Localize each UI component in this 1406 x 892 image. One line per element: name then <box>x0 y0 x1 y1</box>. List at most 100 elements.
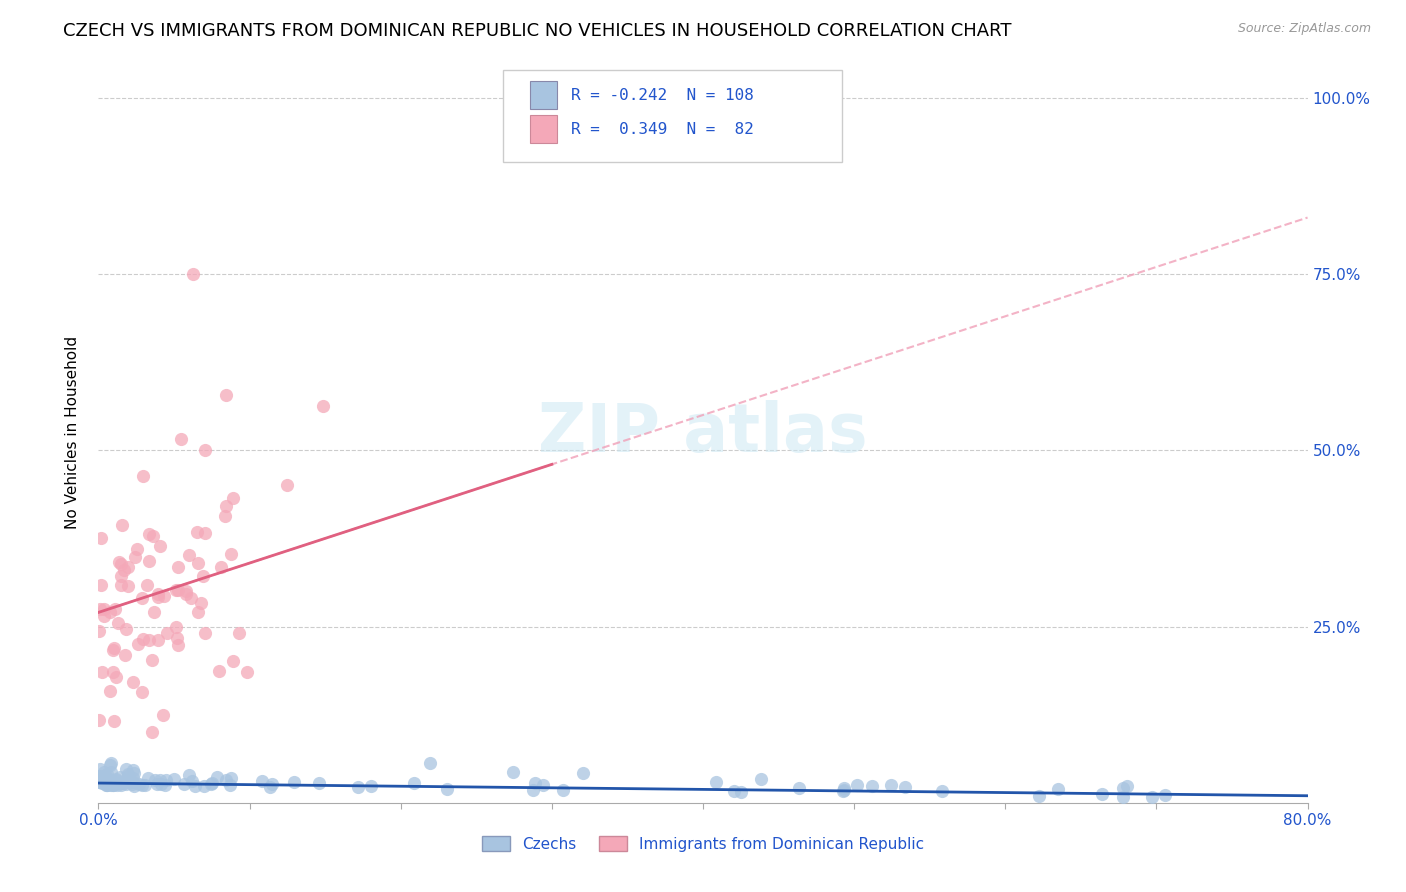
Text: CZECH VS IMMIGRANTS FROM DOMINICAN REPUBLIC NO VEHICLES IN HOUSEHOLD CORRELATION: CZECH VS IMMIGRANTS FROM DOMINICAN REPUB… <box>63 22 1012 40</box>
Point <box>502 765 524 780</box>
Point <box>110 558 132 572</box>
Point <box>149 539 172 553</box>
Point <box>98 776 121 790</box>
Y-axis label: No Vehicles in Household: No Vehicles in Household <box>65 336 80 529</box>
Point <box>1142 789 1164 804</box>
Point <box>221 547 243 561</box>
Point <box>146 633 169 648</box>
Text: ZIP atlas: ZIP atlas <box>538 400 868 466</box>
Point <box>128 777 150 791</box>
Point <box>110 578 132 592</box>
Point <box>138 633 160 648</box>
Point <box>1115 779 1137 793</box>
Point <box>832 784 855 798</box>
Point <box>283 774 305 789</box>
Point <box>101 775 124 789</box>
FancyBboxPatch shape <box>503 70 842 162</box>
Point <box>134 778 156 792</box>
Point <box>117 769 139 783</box>
Point <box>136 578 159 592</box>
Point <box>145 777 167 791</box>
Point <box>93 601 115 615</box>
Point <box>163 772 186 786</box>
Point <box>533 778 555 792</box>
Point <box>165 620 187 634</box>
Point <box>94 778 117 792</box>
Point <box>104 772 127 786</box>
Point <box>402 775 425 789</box>
Point <box>89 713 111 727</box>
Point <box>103 640 125 655</box>
Point <box>174 583 197 598</box>
Point <box>723 784 745 798</box>
Point <box>121 777 143 791</box>
Point <box>89 775 111 789</box>
Point <box>114 648 136 662</box>
Point <box>136 771 159 785</box>
Point <box>146 587 169 601</box>
Point <box>122 771 145 785</box>
Point <box>194 626 217 640</box>
Point <box>87 624 110 639</box>
Point <box>96 767 118 781</box>
Point <box>419 756 441 770</box>
Point <box>141 725 163 739</box>
Point <box>880 778 903 792</box>
Point <box>117 559 139 574</box>
Point <box>89 769 111 783</box>
Point <box>117 767 139 781</box>
Point <box>100 778 122 792</box>
Point <box>121 763 143 777</box>
Point <box>149 777 172 791</box>
Point <box>522 783 544 797</box>
Point <box>89 762 111 776</box>
Point <box>122 675 145 690</box>
Point <box>832 780 855 795</box>
Point <box>131 632 153 646</box>
Point <box>155 772 177 787</box>
Point <box>89 775 111 789</box>
Point <box>143 772 166 787</box>
Point <box>96 778 118 792</box>
Point <box>190 596 212 610</box>
Point <box>215 500 238 514</box>
Point <box>193 569 215 583</box>
Point <box>100 757 122 772</box>
Text: R = -0.242  N = 108: R = -0.242 N = 108 <box>571 87 754 103</box>
Point <box>111 518 134 533</box>
Point <box>100 756 122 771</box>
Point <box>751 772 773 786</box>
Point <box>114 622 136 636</box>
Point <box>91 772 114 787</box>
Point <box>187 605 209 619</box>
Point <box>131 685 153 699</box>
Point <box>101 665 124 680</box>
Legend: Czechs, Immigrants from Dominican Republic: Czechs, Immigrants from Dominican Republ… <box>477 830 929 858</box>
Point <box>100 765 122 780</box>
Point <box>180 591 202 606</box>
Point <box>107 615 129 630</box>
Point <box>124 550 146 565</box>
Point <box>170 432 193 446</box>
Point <box>860 780 883 794</box>
Point <box>1154 788 1177 802</box>
Point <box>181 267 204 281</box>
Point <box>138 527 160 541</box>
Point <box>112 776 135 790</box>
Point <box>103 778 125 792</box>
Point <box>187 556 209 570</box>
Point <box>236 665 259 680</box>
Point <box>180 774 202 789</box>
Point <box>94 774 117 789</box>
Point <box>215 388 238 402</box>
Point <box>101 774 124 789</box>
Point <box>222 654 245 668</box>
Point <box>94 774 117 789</box>
Point <box>704 774 727 789</box>
Point <box>200 776 222 790</box>
Point <box>209 559 232 574</box>
Point <box>1046 782 1069 797</box>
Point <box>174 586 197 600</box>
Point <box>201 775 224 789</box>
Point <box>1028 789 1050 804</box>
